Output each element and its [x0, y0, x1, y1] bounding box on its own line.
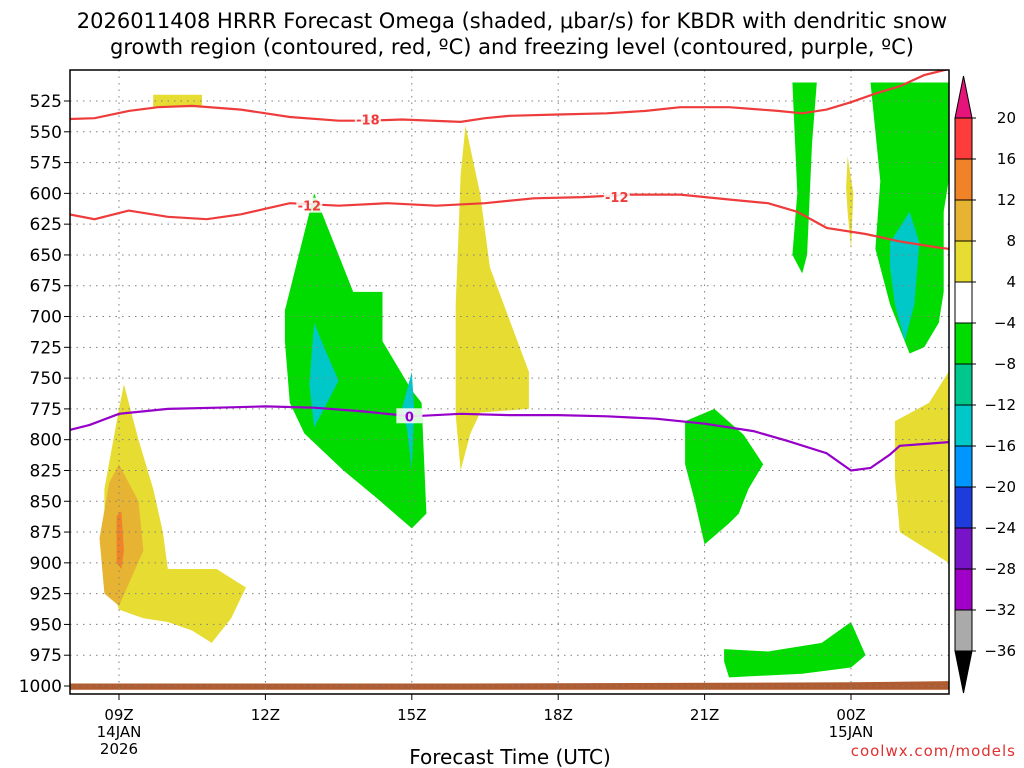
x-tick-label-15Z: 15Z [397, 706, 426, 724]
freezing-level-label-bg [396, 408, 423, 424]
y-axis: 525 550 575 600 625 650 675 700 725 750 775 800 825 8… [19, 92, 70, 697]
temperature-contours: -18 -12 -12 0 [70, 70, 949, 472]
x-tick-date-00Z: 15JAN [829, 723, 874, 741]
x-tick-year-09Z: 2026 [100, 740, 138, 758]
y-tick-label-600: 600 [30, 184, 62, 204]
x-tick-date-09Z: 14JAN [97, 723, 142, 741]
omega-region-1 [284, 193, 427, 529]
y-tick-label-625: 625 [30, 215, 62, 235]
y-tick-label-775: 775 [30, 400, 62, 420]
y-tick-label-975: 975 [30, 646, 62, 666]
x-tick-label-18Z: 18Z [544, 706, 573, 724]
y-tick-label-800: 800 [30, 431, 62, 451]
chart-title-line1: 2026011408 HRRR Forecast Omega (shaded, … [77, 9, 947, 33]
colorbar: 20 16 12 8 4 −4 −8 −12 −16 −20 −24 −28 −32 −36 [954, 75, 1016, 694]
colorbar-label-7: −12 [984, 396, 1016, 414]
colorbar-label-0: 20 [997, 109, 1016, 127]
colorbar-band-3 [954, 240, 973, 283]
colorbar-bottom-arrow [954, 650, 973, 694]
colorbar-band-2 [954, 199, 973, 242]
colorbar-label-6: −8 [994, 355, 1016, 373]
red-contour-extra-label: -12 [298, 200, 322, 215]
colorbar-band-11 [954, 568, 973, 611]
colorbar-top-arrow [954, 75, 973, 119]
colorbar-band-6 [954, 363, 973, 406]
y-tick-label-875: 875 [30, 523, 62, 543]
colorbar-band-10 [954, 527, 973, 570]
site-credit[interactable]: coolwx.com/models [851, 742, 1016, 760]
colorbar-label-3: 8 [1006, 232, 1016, 250]
omega-region-11 [894, 371, 949, 563]
x-axis-title: Forecast Time (UTC) [409, 745, 611, 768]
colorbar-band-0 [954, 117, 973, 160]
red-contour-1-label-bg [603, 189, 630, 205]
y-tick-label-550: 550 [30, 123, 62, 143]
chart-title-line2: growth region (contoured, red, ºC) and f… [110, 35, 914, 59]
colorbar-label-5: −4 [994, 314, 1016, 332]
omega-region-6 [724, 622, 866, 678]
omega-region-14 [116, 511, 124, 569]
omega-region-7 [792, 82, 817, 274]
y-tick-label-925: 925 [30, 585, 62, 605]
red-contour-0-line [70, 70, 949, 124]
colorbar-label-4: 4 [1006, 273, 1016, 291]
colorbar-label-1: 16 [997, 150, 1016, 168]
omega-region-15 [70, 681, 949, 690]
omega-region-10 [846, 156, 854, 249]
red-contour-1-label: -12 [605, 191, 629, 206]
colorbar-label-13: −36 [984, 642, 1016, 660]
colorbar-band-12 [954, 609, 973, 652]
omega-shading [70, 82, 949, 690]
x-tick-label-09Z: 09Z [104, 706, 133, 724]
colorbar-band-8 [954, 445, 973, 488]
x-tick-label-12Z: 12Z [251, 706, 280, 724]
colorbar-label-8: −16 [984, 437, 1016, 455]
y-tick-label-825: 825 [30, 461, 62, 481]
colorbar-band-9 [954, 486, 973, 529]
plot-frame [69, 69, 950, 695]
omega-region-5 [685, 408, 764, 545]
colorbar-label-12: −32 [984, 601, 1016, 619]
colorbar-label-10: −24 [984, 519, 1016, 537]
x-tick-label-21Z: 21Z [690, 706, 719, 724]
y-tick-label-750: 750 [30, 369, 62, 389]
y-tick-label-700: 700 [30, 308, 62, 328]
y-tick-label-525: 525 [30, 92, 62, 112]
y-tick-label-650: 650 [30, 246, 62, 266]
y-tick-label-1000: 1000 [19, 677, 62, 697]
freezing-level-line [70, 405, 949, 472]
red-contour-1-line [70, 193, 949, 250]
colorbar-label-9: −20 [984, 478, 1016, 496]
colorbar-label-11: −28 [984, 560, 1016, 578]
red-contour-0-label-bg [354, 111, 381, 127]
omega-region-0 [153, 94, 202, 108]
omega-region-2 [309, 322, 339, 428]
colorbar-band-5 [954, 322, 973, 365]
red-contour-0-label: -18 [356, 113, 380, 128]
gridlines [70, 70, 949, 694]
y-tick-label-850: 850 [30, 492, 62, 512]
x-tick-label-00Z: 00Z [836, 706, 865, 724]
y-tick-label-950: 950 [30, 615, 62, 635]
red-contour-extra-label-bg [296, 197, 323, 213]
colorbar-band-1 [954, 158, 973, 201]
y-tick-label-900: 900 [30, 554, 62, 574]
omega-region-4 [455, 125, 529, 471]
colorbar-band-7 [954, 404, 973, 447]
omega-region-12 [104, 384, 246, 643]
freezing-level-label: 0 [405, 410, 414, 425]
colorbar-band-4 [954, 281, 973, 324]
y-tick-label-725: 725 [30, 338, 62, 358]
colorbar-label-2: 12 [997, 191, 1016, 209]
y-tick-label-575: 575 [30, 154, 62, 174]
y-tick-label-675: 675 [30, 277, 62, 297]
